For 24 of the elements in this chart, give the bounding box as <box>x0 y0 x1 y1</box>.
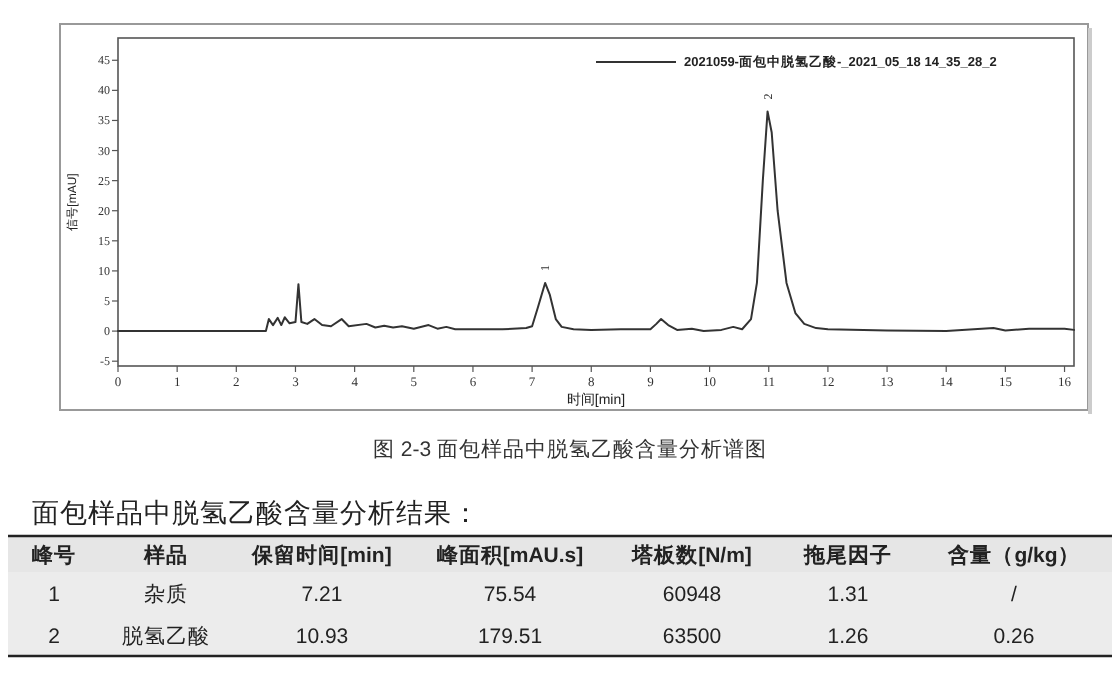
text: 样品 <box>142 542 188 568</box>
text: 保留时间[min] <box>250 542 392 568</box>
text: 179.51 <box>477 625 543 649</box>
text: 杂质 <box>144 581 188 607</box>
text: 75.54 <box>483 583 537 607</box>
text: 10.93 <box>295 625 349 649</box>
text: 峰面积[mAU.s] <box>436 542 584 568</box>
line-series <box>117 110 1075 333</box>
text: 1.31 <box>827 583 869 607</box>
text: 脱氢乙酸 <box>122 625 210 649</box>
text: 面包样品中脱氢乙酸含量分析结果： <box>32 498 480 528</box>
text: / <box>1011 583 1018 607</box>
text: 峰号 <box>32 542 76 568</box>
caption: 图 2-3 面包样品中脱氢乙酸含量分析谱图 <box>372 436 768 462</box>
text: 63500 <box>662 625 722 649</box>
text: 7.21 <box>301 583 343 607</box>
text: 60948 <box>662 583 722 607</box>
text: 1 <box>48 583 61 607</box>
text: 拖尾因子 <box>802 542 892 568</box>
text: 2 <box>48 625 61 649</box>
text: 0.26 <box>993 625 1035 649</box>
text: 1.26 <box>827 625 869 649</box>
text: 塔板数[N/m] <box>630 542 752 568</box>
text: 含量（g/kg） <box>946 542 1080 568</box>
